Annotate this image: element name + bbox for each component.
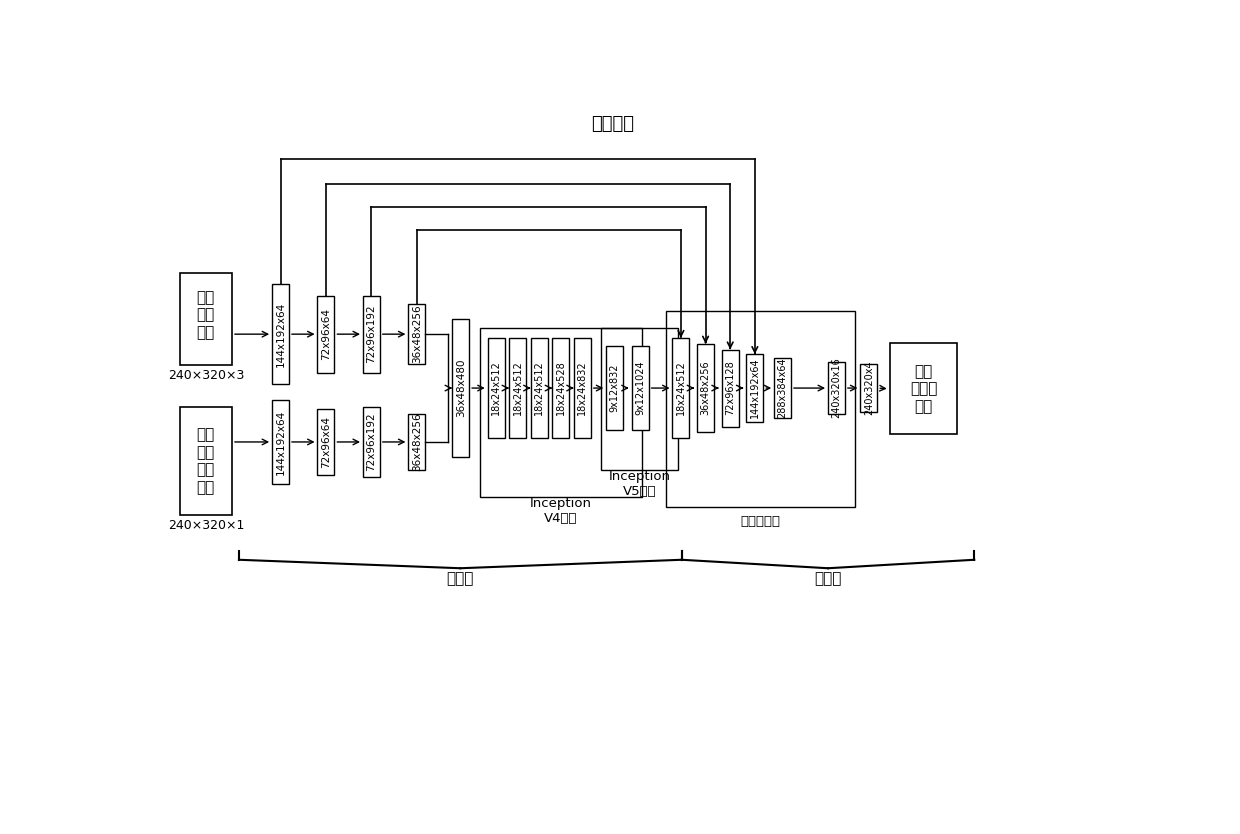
Text: 18x24x512: 18x24x512	[534, 360, 544, 415]
Text: 72x96x128: 72x96x128	[725, 360, 735, 415]
Bar	[774, 358, 791, 418]
Text: 18x24x512: 18x24x512	[676, 360, 686, 415]
Bar	[272, 399, 289, 485]
Bar	[601, 328, 678, 470]
Bar	[408, 304, 425, 364]
Text: 输入
图像
样本: 输入 图像 样本	[197, 290, 215, 339]
Bar	[272, 284, 289, 384]
Text: 解码器: 解码器	[815, 571, 842, 586]
Text: 240x320x16: 240x320x16	[832, 358, 842, 419]
Text: 上采样模块: 上采样模块	[740, 515, 781, 528]
Bar	[363, 296, 379, 373]
Text: 36x48x256: 36x48x256	[701, 361, 711, 415]
Bar	[889, 344, 957, 435]
Text: 输出
稠密深
度图: 输出 稠密深 度图	[910, 364, 937, 414]
Bar	[722, 349, 739, 426]
Text: 72x96x64: 72x96x64	[321, 416, 331, 468]
Bar	[487, 338, 505, 438]
Bar	[672, 338, 689, 438]
Bar	[574, 338, 590, 438]
Text: 输入
半稠
密深
度图: 输入 半稠 密深 度图	[197, 428, 215, 495]
Bar	[180, 273, 232, 365]
Bar	[317, 296, 335, 373]
Bar	[746, 354, 764, 422]
Text: 144x192x64: 144x192x64	[750, 358, 760, 419]
Bar	[180, 407, 232, 515]
Bar	[666, 311, 854, 507]
Text: 72x96x64: 72x96x64	[321, 308, 331, 360]
Text: 36x48x256: 36x48x256	[412, 305, 422, 364]
Text: 144x192x64: 144x192x64	[275, 409, 285, 475]
Bar	[317, 409, 335, 475]
Text: 18x24x512: 18x24x512	[512, 360, 523, 415]
Bar	[408, 414, 425, 470]
Bar	[552, 338, 569, 438]
Bar	[510, 338, 526, 438]
Bar	[861, 364, 877, 412]
Text: 18x24x528: 18x24x528	[556, 360, 565, 415]
Text: Inception
V5模块: Inception V5模块	[609, 470, 671, 498]
Bar	[363, 407, 379, 476]
Bar	[828, 362, 844, 414]
Text: 9x12x1024: 9x12x1024	[635, 361, 645, 415]
Text: 72x96x192: 72x96x192	[366, 413, 377, 471]
Text: 跨越连接: 跨越连接	[591, 115, 634, 133]
Text: 36x48x256: 36x48x256	[412, 413, 422, 471]
Text: 240×320×1: 240×320×1	[167, 520, 244, 532]
Text: 72x96x192: 72x96x192	[366, 305, 377, 364]
Text: 240×320×3: 240×320×3	[167, 369, 244, 382]
Bar	[480, 328, 641, 497]
Text: 编码器: 编码器	[446, 571, 474, 586]
Text: 36x48x480: 36x48x480	[456, 359, 466, 417]
Bar	[606, 346, 624, 430]
Text: 18x24x832: 18x24x832	[578, 361, 588, 415]
Text: 144x192x64: 144x192x64	[275, 302, 285, 367]
Text: 288x384x64: 288x384x64	[777, 358, 787, 419]
Bar	[697, 344, 714, 432]
Text: 18x24x512: 18x24x512	[491, 360, 501, 415]
Text: Inception
V4模块: Inception V4模块	[529, 497, 591, 525]
Bar	[453, 319, 469, 457]
Bar	[531, 338, 548, 438]
Text: 240x320x4: 240x320x4	[864, 361, 874, 415]
Bar	[631, 346, 649, 430]
Text: 9x12x832: 9x12x832	[610, 364, 620, 412]
